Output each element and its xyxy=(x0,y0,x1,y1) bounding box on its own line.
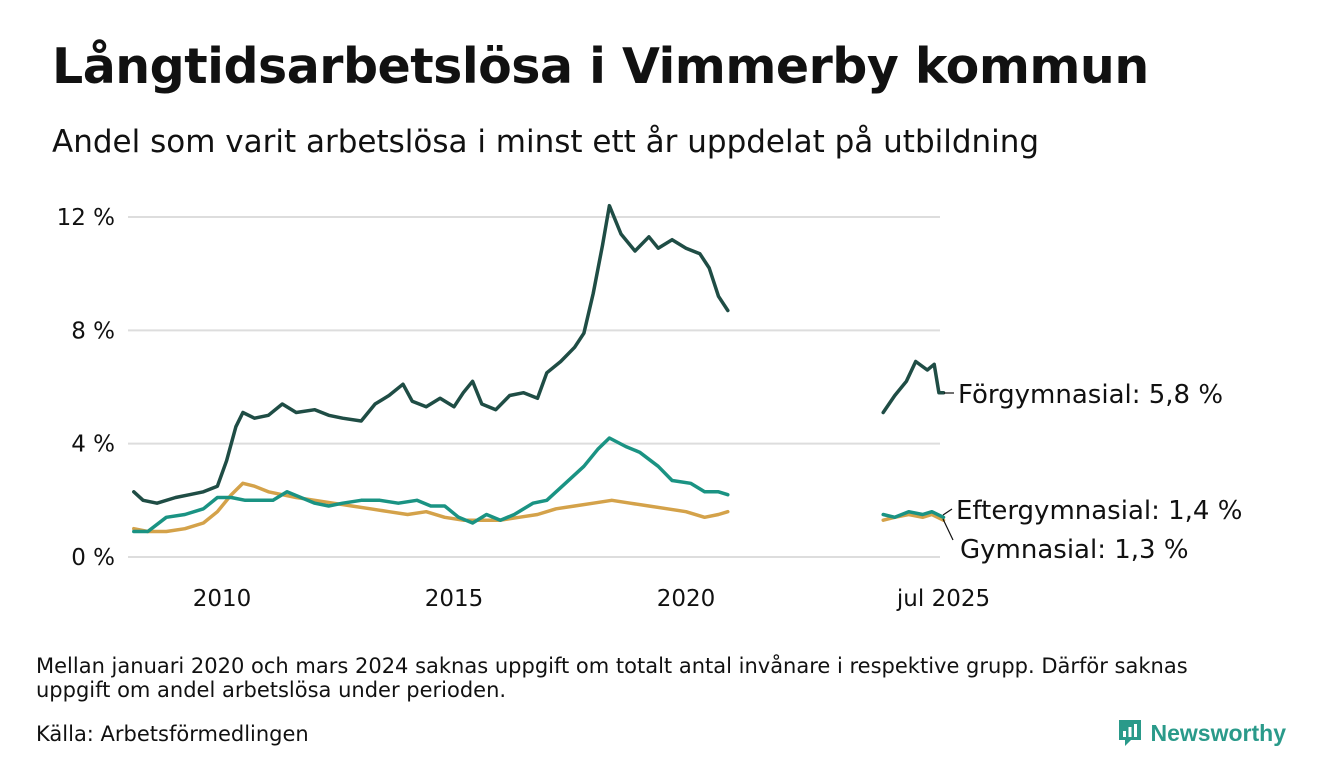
brand-logo: Newsworthy xyxy=(1117,718,1286,748)
series-line-förgymnasial xyxy=(132,203,730,505)
grid-lines xyxy=(128,216,940,558)
x-axis-ticks: 2010 2015 2020 jul 2025 xyxy=(193,586,990,612)
x-tick-label: 2020 xyxy=(657,586,716,612)
series-label-gymnasial: Gymnasial: 1,3 % xyxy=(960,535,1189,565)
y-axis-ticks: 0 % 4 % 8 % 12 % xyxy=(57,205,115,571)
series-label-förgymnasial: Förgymnasial: 5,8 % xyxy=(958,380,1223,410)
footnote: Mellan januari 2020 och mars 2024 saknas… xyxy=(36,654,1188,702)
series-lines xyxy=(132,203,946,534)
label-leader-line xyxy=(942,508,953,516)
y-tick-label: 0 % xyxy=(71,545,115,571)
chart-subtitle: Andel som varit arbetslösa i minst ett å… xyxy=(52,124,1040,160)
series-line-eftergymnasial xyxy=(881,509,946,520)
series-label-eftergymnasial: Eftergymnasial: 1,4 % xyxy=(956,496,1242,526)
y-tick-label: 8 % xyxy=(71,318,115,344)
newsworthy-logo-icon xyxy=(1118,720,1141,746)
source-note: Källa: Arbetsförmedlingen xyxy=(36,722,309,746)
x-tick-label: 2010 xyxy=(193,586,252,612)
x-tick-label: 2015 xyxy=(425,586,484,612)
label-leader-line xyxy=(942,518,954,541)
line-chart: 0 % 4 % 8 % 12 % 2010 2015 2020 jul 2025 Förgy… xyxy=(57,203,1242,612)
series-line-förgymnasial xyxy=(881,359,946,415)
y-tick-label: 4 % xyxy=(71,432,115,458)
series-line-eftergymnasial xyxy=(132,436,730,534)
brand-name: Newsworthy xyxy=(1150,719,1286,746)
series-labels: Förgymnasial: 5,8 % Eftergymnasial: 1,4 %… xyxy=(942,380,1242,565)
y-tick-label: 12 % xyxy=(57,205,115,231)
chart-title: Långtidsarbetslösa i Vimmerby kommun xyxy=(52,38,1149,95)
x-tick-label: jul 2025 xyxy=(896,586,990,612)
